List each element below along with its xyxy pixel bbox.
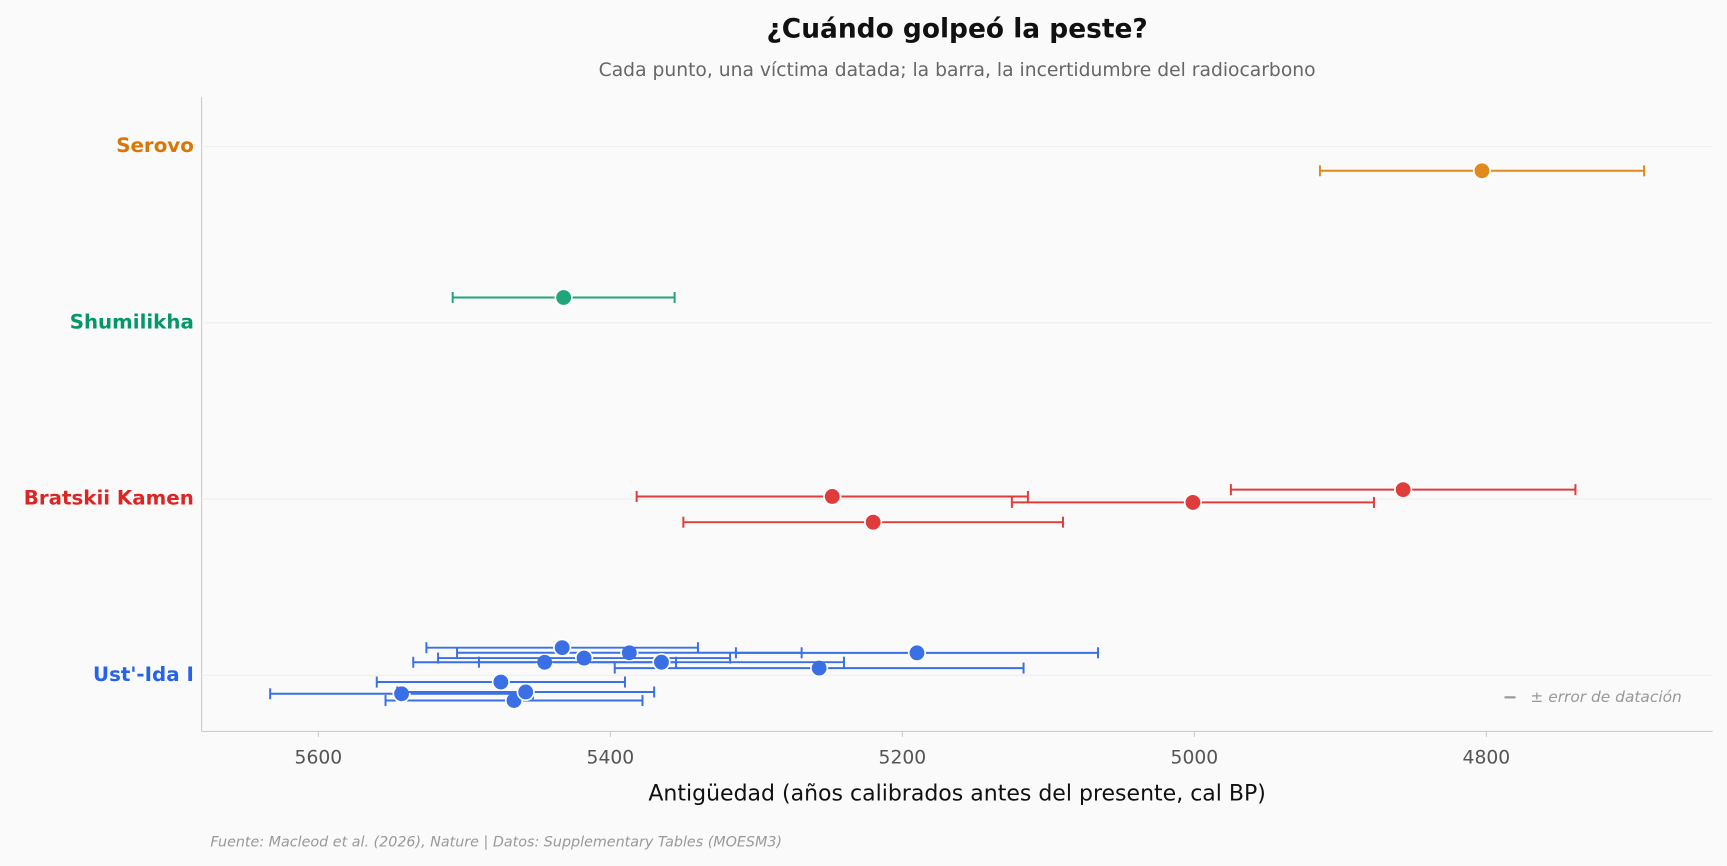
y-tick-label: Bratskii Kamen [24, 487, 194, 510]
point [1183, 493, 1202, 512]
x-axis-label: Antigüedad (años calibrados antes del pr… [648, 781, 1266, 806]
point [491, 672, 510, 692]
point [652, 653, 671, 672]
point [1472, 161, 1492, 180]
source-note: Fuente: Macleod et al. (2026), Nature | … [210, 835, 782, 851]
x-tick-label: 5600 [295, 747, 343, 768]
x-tick-label: 4800 [1463, 747, 1511, 768]
point [864, 513, 883, 532]
y-tick-label: Serovo [116, 134, 194, 157]
point [574, 648, 594, 668]
point [823, 487, 842, 506]
chart-title: ¿Cuándo golpeó la peste? [766, 13, 1147, 44]
x-tick-label: 5200 [879, 747, 927, 768]
chart-subtitle: Cada punto, una víctima datada; la barra… [599, 60, 1316, 81]
point [553, 638, 572, 657]
point [620, 643, 639, 662]
x-tick-label: 5000 [1171, 747, 1219, 768]
y-tick-label: Ust'-Ida I [93, 663, 194, 686]
point [1394, 480, 1413, 499]
y-tick-label: Shumilikha [70, 310, 194, 333]
point [392, 684, 411, 703]
legend-note: ± error de datación [1530, 688, 1681, 706]
point [810, 658, 829, 678]
point [554, 288, 573, 307]
x-tick-label: 5400 [587, 747, 635, 768]
point [516, 682, 535, 702]
point [907, 643, 927, 662]
